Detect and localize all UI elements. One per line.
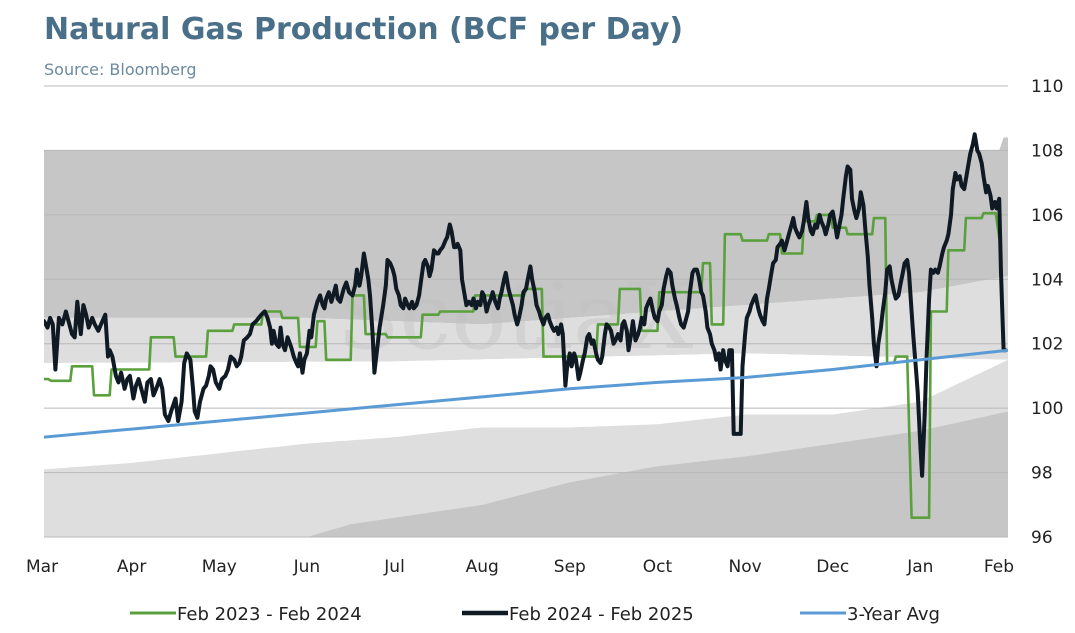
y-tick-label: 106 (1031, 206, 1063, 226)
y-tick-label: 104 (1031, 270, 1063, 290)
x-tick-label: Apr (117, 557, 146, 577)
x-tick-label: Mar (26, 557, 58, 577)
legend-label: Feb 2023 - Feb 2024 (177, 604, 362, 625)
series-lines (44, 132, 1008, 519)
series-line (44, 348, 1008, 439)
y-tick-label: 98 (1031, 464, 1053, 484)
legend-label: Feb 2024 - Feb 2025 (509, 604, 694, 625)
legend-label: 3-Year Avg (847, 604, 940, 625)
x-tick-label: Aug (466, 557, 499, 577)
legend: Feb 2023 - Feb 2024 Feb 2024 - Feb 2025 3-… (130, 604, 940, 625)
y-tick-label: 100 (1031, 399, 1063, 419)
x-tick-label: Dec (816, 557, 849, 577)
y-tick-label: 96 (1031, 528, 1053, 548)
x-tick-label: May (202, 557, 237, 577)
x-axis: Mar Apr May Jun Jul Aug Sep Oct Nov Dec Jan Feb (26, 557, 1014, 577)
x-tick-label: Feb (984, 557, 1014, 577)
band-middle (44, 353, 1008, 470)
series-line (44, 211, 1001, 519)
x-tick-label: Nov (728, 557, 761, 577)
y-axis: 96 98 100 102 104 106 108 110 (1031, 77, 1063, 548)
x-tick-label: Jul (383, 557, 405, 577)
chart-title: Natural Gas Production (BCF per Day) (44, 12, 684, 47)
band-lower-outer (44, 411, 1008, 537)
band-upper-outer (44, 137, 1008, 325)
x-tick-label: Oct (643, 557, 673, 577)
chart-subtitle: Source: Bloomberg (44, 60, 197, 79)
y-tick-label: 110 (1031, 77, 1063, 97)
y-tick-label: 108 (1031, 141, 1063, 161)
series-line (44, 132, 1008, 478)
x-tick-label: Jun (293, 557, 321, 577)
x-tick-label: Sep (554, 557, 586, 577)
x-tick-label: Jan (906, 557, 933, 577)
y-tick-label: 102 (1031, 335, 1063, 355)
band-lower-inner (44, 359, 1008, 537)
